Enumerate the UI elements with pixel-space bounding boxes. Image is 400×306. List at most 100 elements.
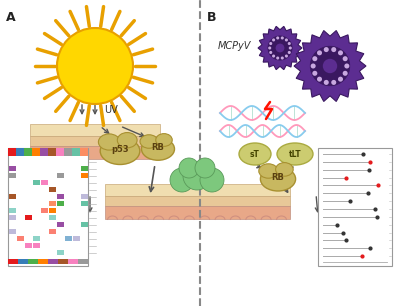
Circle shape — [170, 168, 194, 192]
Bar — [56, 173, 64, 178]
Circle shape — [195, 158, 215, 178]
Bar — [16, 236, 24, 241]
Bar — [64, 236, 72, 241]
Bar — [80, 166, 88, 171]
Bar — [56, 222, 64, 227]
Bar — [56, 148, 64, 156]
Bar — [8, 166, 16, 171]
Circle shape — [57, 28, 133, 104]
Text: sT: sT — [250, 150, 260, 159]
Text: MCPyV: MCPyV — [218, 41, 251, 51]
Ellipse shape — [277, 143, 313, 165]
Bar — [32, 243, 40, 248]
Bar — [24, 148, 32, 156]
Ellipse shape — [98, 134, 120, 150]
Text: RB: RB — [152, 143, 164, 151]
Bar — [8, 148, 16, 156]
Bar — [30, 146, 160, 159]
Circle shape — [331, 80, 336, 85]
Circle shape — [311, 63, 316, 69]
Ellipse shape — [100, 137, 140, 165]
Bar — [8, 173, 16, 178]
Bar — [80, 201, 88, 206]
Circle shape — [268, 36, 292, 60]
Bar — [32, 180, 40, 185]
Circle shape — [285, 54, 288, 58]
Bar — [38, 259, 48, 264]
Bar — [104, 206, 290, 219]
Bar — [30, 136, 160, 146]
Polygon shape — [258, 26, 302, 70]
Circle shape — [310, 46, 350, 86]
Circle shape — [276, 43, 284, 52]
Bar — [104, 196, 290, 206]
Bar — [8, 259, 18, 264]
Bar — [80, 173, 88, 178]
Bar — [48, 201, 56, 206]
Bar — [80, 148, 88, 156]
Bar — [28, 259, 38, 264]
Circle shape — [276, 36, 279, 39]
Circle shape — [323, 59, 337, 73]
Ellipse shape — [117, 132, 137, 148]
Circle shape — [276, 57, 279, 60]
Bar — [8, 148, 88, 266]
Bar — [56, 250, 64, 255]
Ellipse shape — [276, 162, 293, 176]
Bar — [48, 215, 56, 220]
Circle shape — [317, 76, 322, 82]
Bar — [18, 259, 28, 264]
Bar — [30, 124, 160, 136]
Circle shape — [285, 39, 288, 42]
Circle shape — [179, 158, 199, 178]
Bar — [40, 208, 48, 213]
Circle shape — [324, 80, 329, 85]
Bar — [72, 236, 80, 241]
Circle shape — [312, 71, 317, 76]
Bar — [8, 194, 16, 199]
Text: UV: UV — [104, 105, 118, 115]
Bar — [8, 208, 16, 213]
Bar — [24, 243, 32, 248]
Circle shape — [272, 54, 275, 58]
Bar — [8, 229, 16, 234]
Bar — [16, 148, 24, 156]
Circle shape — [289, 47, 292, 50]
Ellipse shape — [260, 167, 296, 191]
Bar — [64, 148, 72, 156]
Circle shape — [344, 63, 349, 69]
Circle shape — [338, 76, 343, 82]
Bar — [48, 187, 56, 192]
Bar — [48, 259, 58, 264]
Circle shape — [269, 42, 272, 45]
Ellipse shape — [259, 164, 278, 178]
Circle shape — [312, 56, 317, 61]
Bar — [48, 148, 56, 156]
Bar — [48, 229, 56, 234]
Circle shape — [331, 47, 336, 52]
Bar — [78, 259, 88, 264]
Circle shape — [183, 162, 211, 190]
Bar — [56, 194, 64, 199]
Bar — [104, 184, 290, 196]
Bar — [56, 201, 64, 206]
Bar — [8, 215, 16, 220]
Ellipse shape — [140, 135, 158, 148]
Bar — [32, 148, 40, 156]
Polygon shape — [294, 31, 366, 102]
Bar — [40, 148, 48, 156]
Ellipse shape — [239, 143, 271, 165]
Circle shape — [281, 57, 284, 60]
Circle shape — [269, 51, 272, 54]
Circle shape — [288, 42, 291, 45]
Circle shape — [288, 51, 291, 54]
Circle shape — [272, 39, 275, 42]
Bar — [24, 215, 32, 220]
Ellipse shape — [156, 134, 172, 146]
Text: B: B — [207, 11, 216, 24]
Ellipse shape — [142, 138, 174, 160]
Bar — [72, 148, 80, 156]
Bar — [48, 208, 56, 213]
Circle shape — [343, 56, 348, 61]
Bar — [80, 222, 88, 227]
